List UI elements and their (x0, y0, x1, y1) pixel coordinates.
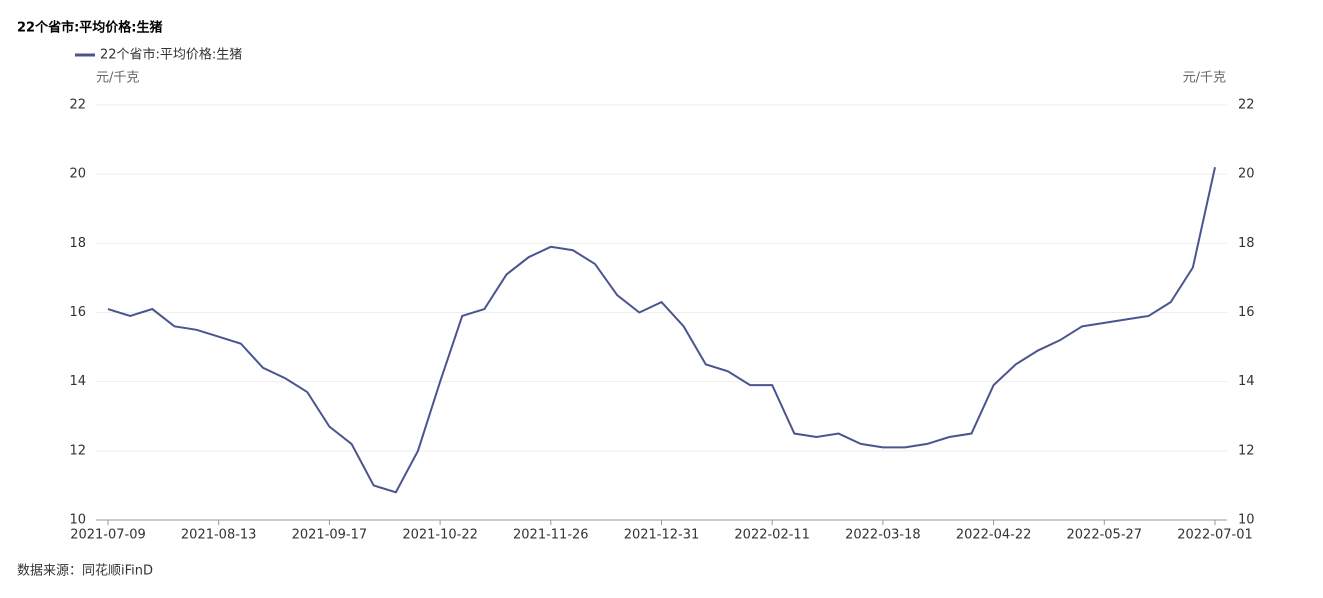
y2-tick-label: 12 (1238, 443, 1255, 458)
y-tick-label: 14 (69, 374, 86, 389)
y-tick-label: 12 (69, 443, 86, 458)
x-tick-label: 2021-07-09 (70, 528, 146, 543)
x-tick-label: 2021-10-22 (402, 528, 478, 543)
y-tick-label: 22 (69, 98, 86, 113)
x-tick-label: 2022-02-11 (734, 528, 810, 543)
x-tick-label: 2021-08-13 (181, 528, 257, 543)
x-tick-label: 2021-09-17 (292, 528, 368, 543)
y2-tick-label: 18 (1238, 236, 1255, 251)
y2-tick-label: 22 (1238, 98, 1255, 113)
x-tick-label: 2022-05-27 (1067, 528, 1143, 543)
y2-unit: 元/千克 (1183, 71, 1226, 86)
chart-title: 22个省市:平均价格:生猪 (17, 20, 163, 36)
y2-tick-label: 10 (1238, 513, 1255, 528)
y-unit: 元/千克 (96, 71, 139, 86)
y-tick-label: 16 (69, 305, 86, 320)
x-tick-label: 2022-03-18 (845, 528, 921, 543)
x-tick-label: 2021-12-31 (624, 528, 700, 543)
y-tick-label: 18 (69, 236, 86, 251)
source: 数据来源：同花顺iFinD (17, 563, 153, 579)
y2-tick-label: 20 (1238, 167, 1255, 182)
legend-label: 22个省市:平均价格:生猪 (100, 47, 242, 63)
y-tick-label: 20 (69, 167, 86, 182)
y-tick-label: 10 (69, 513, 86, 528)
x-tick-label: 2022-07-01 (1177, 528, 1253, 543)
series-line (107, 167, 1216, 494)
y2-tick-label: 14 (1238, 374, 1255, 389)
y2-tick-label: 16 (1238, 305, 1255, 320)
x-tick-label: 2022-04-22 (956, 528, 1032, 543)
x-tick-label: 2021-11-26 (513, 528, 589, 543)
